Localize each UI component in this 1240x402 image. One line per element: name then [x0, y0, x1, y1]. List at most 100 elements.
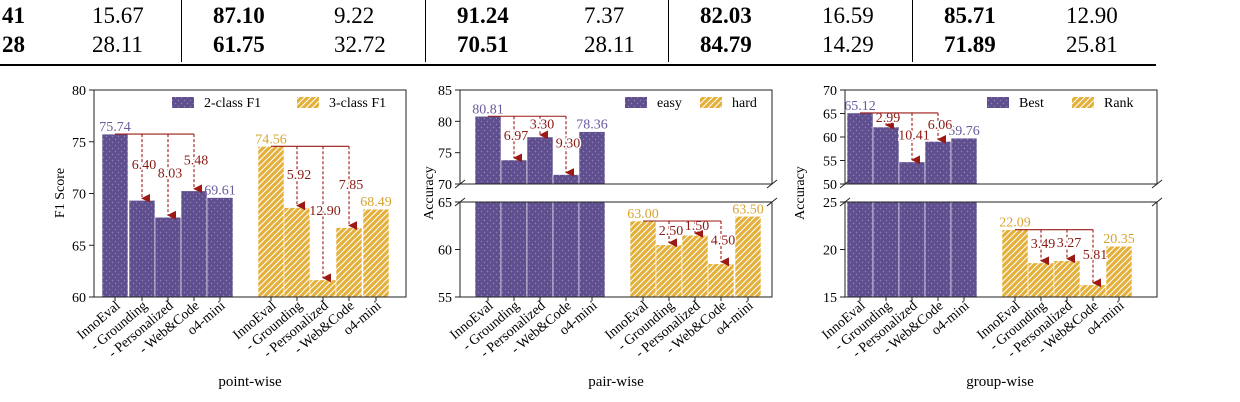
- table-cell: 82.03: [700, 3, 752, 28]
- bar-2-class-F1: [180, 190, 208, 298]
- axis-break-mark: [1151, 179, 1163, 189]
- bar-Best-lower: [898, 201, 926, 298]
- delta-label: 10.41: [898, 128, 930, 143]
- y-tick-label: 70: [438, 178, 452, 193]
- bar-hard: [681, 234, 709, 298]
- delta-label: 4.50: [711, 233, 736, 248]
- delta-label: 7.85: [339, 178, 364, 193]
- table-cell: 87.10: [213, 3, 265, 28]
- bar-Rank: [1105, 245, 1133, 298]
- table-cell: 28: [2, 32, 25, 57]
- y-tick-label: 70: [823, 84, 837, 99]
- bar-Rank: [1053, 260, 1081, 298]
- bar-easy-lower: [578, 201, 606, 298]
- axes-frame: [459, 89, 773, 185]
- y-tick-label: 75: [72, 136, 86, 151]
- bar-3-class-F1: [283, 207, 311, 298]
- table-cell: 25.81: [1066, 32, 1118, 57]
- bar-Best: [872, 126, 900, 185]
- data-label: 75.74: [99, 120, 131, 135]
- y-tick-label: 20: [823, 244, 837, 259]
- y-tick-label: 65: [72, 239, 86, 254]
- data-label: 20.35: [1103, 232, 1135, 247]
- table-cell: 15.67: [92, 3, 144, 28]
- table-divider: [912, 0, 913, 62]
- axis-break-mark: [766, 197, 778, 207]
- bar-hard: [734, 215, 762, 298]
- y-axis-label: F1 Score: [53, 168, 68, 218]
- bar-3-class-F1: [309, 279, 337, 298]
- delta-label: 2.99: [876, 111, 901, 126]
- delta-label: 5.48: [184, 153, 209, 168]
- chart-1: 80.81 78.36 63.00 63.50 70 75 80 85 55 60 65 6.973.…: [422, 84, 778, 390]
- table-divider: [425, 0, 426, 62]
- delta-label: 9.30: [556, 136, 581, 151]
- bar-Best-lower: [872, 201, 900, 298]
- chart-0: 75.7469.6174.5668.4960657075806.408.035.…: [53, 84, 407, 390]
- legend-label: 2-class F1: [204, 96, 261, 111]
- data-label: 59.76: [948, 124, 980, 139]
- legend-swatch: [987, 97, 1009, 108]
- table-cell: 70.51: [457, 32, 509, 57]
- legend-swatch: [700, 97, 722, 108]
- bar-easy: [474, 115, 502, 185]
- legend-label: Best: [1019, 96, 1044, 111]
- data-label: 69.61: [204, 184, 236, 199]
- y-tick-label: 80: [72, 84, 86, 99]
- bar-easy-lower: [552, 201, 580, 298]
- axis-break-mark: [454, 179, 466, 189]
- table-cell: 41: [2, 3, 25, 28]
- bar-easy-lower: [474, 201, 502, 298]
- delta-label: 5.81: [1083, 248, 1108, 263]
- table-cell: 32.72: [334, 32, 386, 57]
- bar-2-class-F1: [128, 200, 156, 298]
- y-tick-label: 55: [438, 291, 452, 306]
- bar-3-class-F1: [257, 146, 285, 298]
- bar-easy: [578, 131, 606, 185]
- y-tick-label: 65: [438, 196, 452, 211]
- chart-subtitle: group-wise: [966, 374, 1034, 390]
- delta-label: 1.50: [685, 219, 710, 234]
- legend-swatch: [297, 97, 319, 108]
- table-bottom-rule: [0, 64, 1156, 66]
- bar-Best: [846, 112, 874, 185]
- bar-hard: [707, 263, 735, 298]
- bar-Rank: [1001, 229, 1029, 298]
- table-cell: 85.71: [944, 3, 996, 28]
- bar-Best: [924, 141, 952, 185]
- table-cell: 14.29: [822, 32, 874, 57]
- data-label: 63.00: [627, 207, 659, 222]
- y-tick-label: 80: [438, 115, 452, 130]
- table-cell: 28.11: [92, 32, 143, 57]
- table-cell: 28.11: [584, 32, 635, 57]
- y-tick-label: 65: [823, 108, 837, 123]
- results-table-fragment: 41 15.67 87.10 9.22 91.24 7.37 82.03 16.…: [0, 0, 1240, 66]
- y-tick-label: 60: [72, 291, 86, 306]
- data-label: 74.56: [255, 132, 287, 147]
- axis-break-mark: [839, 197, 851, 207]
- delta-label: 3.30: [530, 118, 555, 133]
- bar-Best: [898, 161, 926, 185]
- chart-subtitle: pair-wise: [588, 374, 644, 390]
- delta-label: 5.92: [287, 168, 312, 183]
- table-cell: 84.79: [700, 32, 752, 57]
- bar-3-class-F1: [335, 227, 363, 298]
- data-label: 65.12: [844, 99, 876, 114]
- delta-label: 6.40: [132, 158, 157, 173]
- bar-2-class-F1: [206, 197, 234, 298]
- bar-2-class-F1: [101, 133, 129, 298]
- y-tick-label: 75: [438, 147, 452, 162]
- data-label: 78.36: [576, 118, 608, 133]
- legend-label: hard: [732, 96, 757, 111]
- y-tick-label: 15: [823, 291, 837, 306]
- bar-Rank: [1027, 262, 1055, 298]
- table-cell: 61.75: [213, 32, 265, 57]
- bar-Best-lower: [950, 201, 978, 298]
- bar-Rank: [1079, 284, 1107, 298]
- delta-label: 8.03: [158, 167, 183, 182]
- delta-label: 3.27: [1057, 236, 1082, 251]
- chart-subtitle: point-wise: [218, 374, 282, 390]
- y-axis-label: Accuracy: [422, 166, 437, 220]
- bar-easy: [500, 159, 528, 185]
